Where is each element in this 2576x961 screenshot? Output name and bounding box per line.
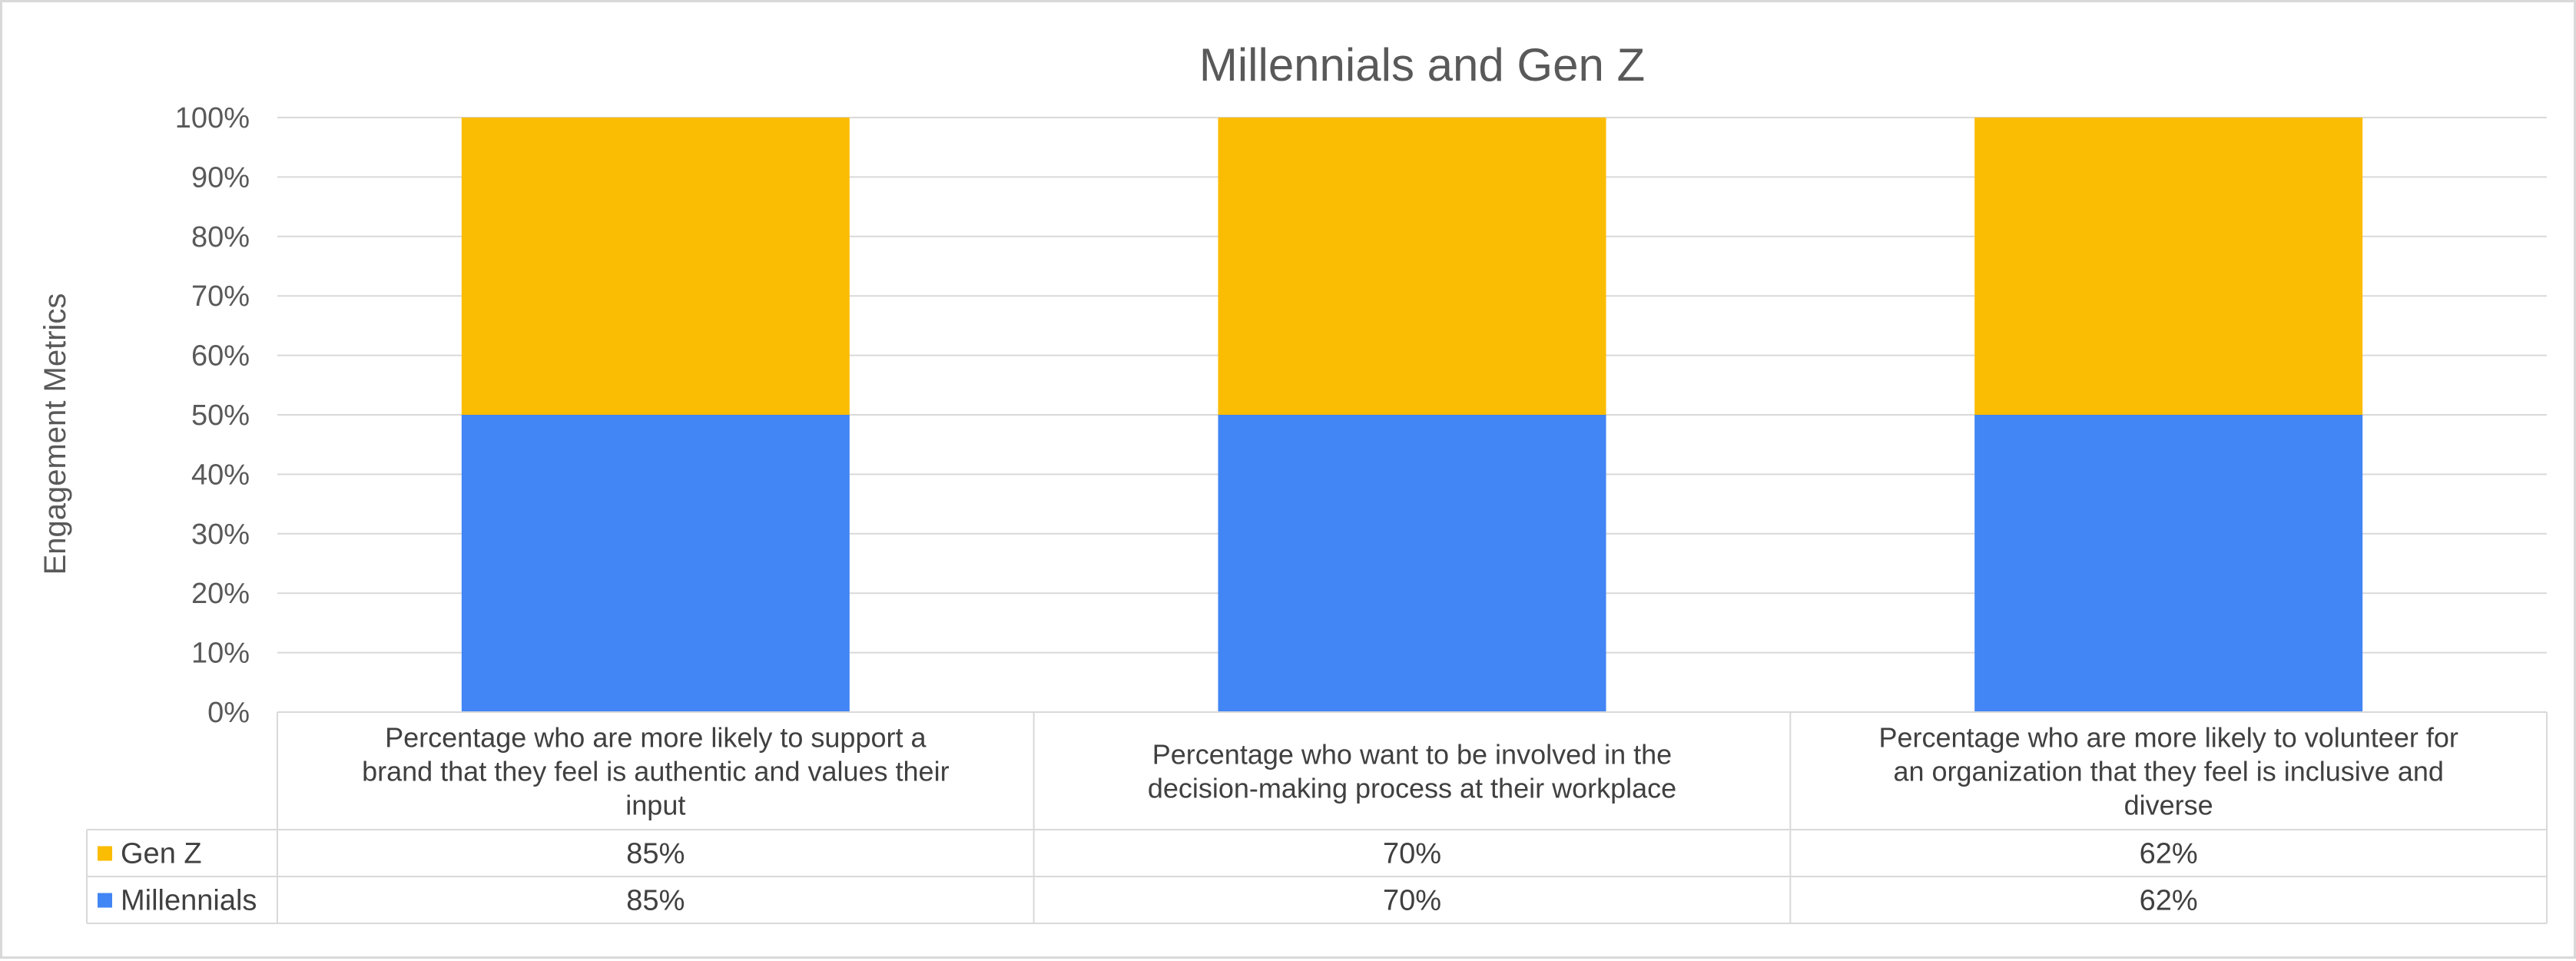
legend-key: [98, 893, 112, 908]
legend-key: [98, 846, 112, 861]
y-tick-label: 40%: [191, 459, 250, 491]
bar-segment: [461, 415, 850, 712]
y-tick-labels: 0% 10% 20% 30% 40% 50% 60% 70% 80% 90% 100%: [175, 102, 250, 729]
y-tick-label: 10%: [191, 638, 250, 670]
legend-label: Millennials: [121, 885, 257, 917]
chart-title: Millennials and Gen Z: [1199, 39, 1645, 91]
bar-segment: [1974, 415, 2363, 712]
table-value: 62%: [2140, 838, 2198, 870]
y-tick-label: 30%: [191, 519, 250, 551]
category-label: Percentage who want to be involved in th…: [1148, 739, 1676, 804]
data-table: Percentage who are more likely to suppor…: [86, 711, 2548, 924]
bar-segment: [461, 118, 850, 415]
table-value: 62%: [2140, 885, 2198, 917]
y-tick-label: 0%: [207, 697, 250, 729]
table-value: 70%: [1383, 838, 1441, 870]
y-tick-label: 70%: [191, 280, 250, 313]
y-axis-label: Engagement Metrics: [38, 293, 72, 575]
y-tick-label: 80%: [191, 221, 250, 254]
y-tick-label: 60%: [191, 340, 250, 373]
y-tick-label: 100%: [175, 102, 250, 134]
category-label: Percentage who are more likely to suppor…: [362, 722, 950, 821]
y-tick-label: 90%: [191, 161, 250, 194]
y-tick-label: 50%: [191, 399, 250, 432]
category-label: Percentage who are more likely to volunt…: [1878, 722, 2458, 821]
table-value: 85%: [626, 885, 685, 917]
table-value: 70%: [1383, 885, 1441, 917]
bars: [461, 118, 2363, 712]
bar-segment: [1218, 415, 1606, 712]
bar-segment: [1218, 118, 1606, 415]
bar-segment: [1974, 118, 2363, 415]
legend-label: Gen Z: [121, 838, 202, 870]
y-tick-label: 20%: [191, 578, 250, 610]
table-value: 85%: [626, 838, 685, 870]
